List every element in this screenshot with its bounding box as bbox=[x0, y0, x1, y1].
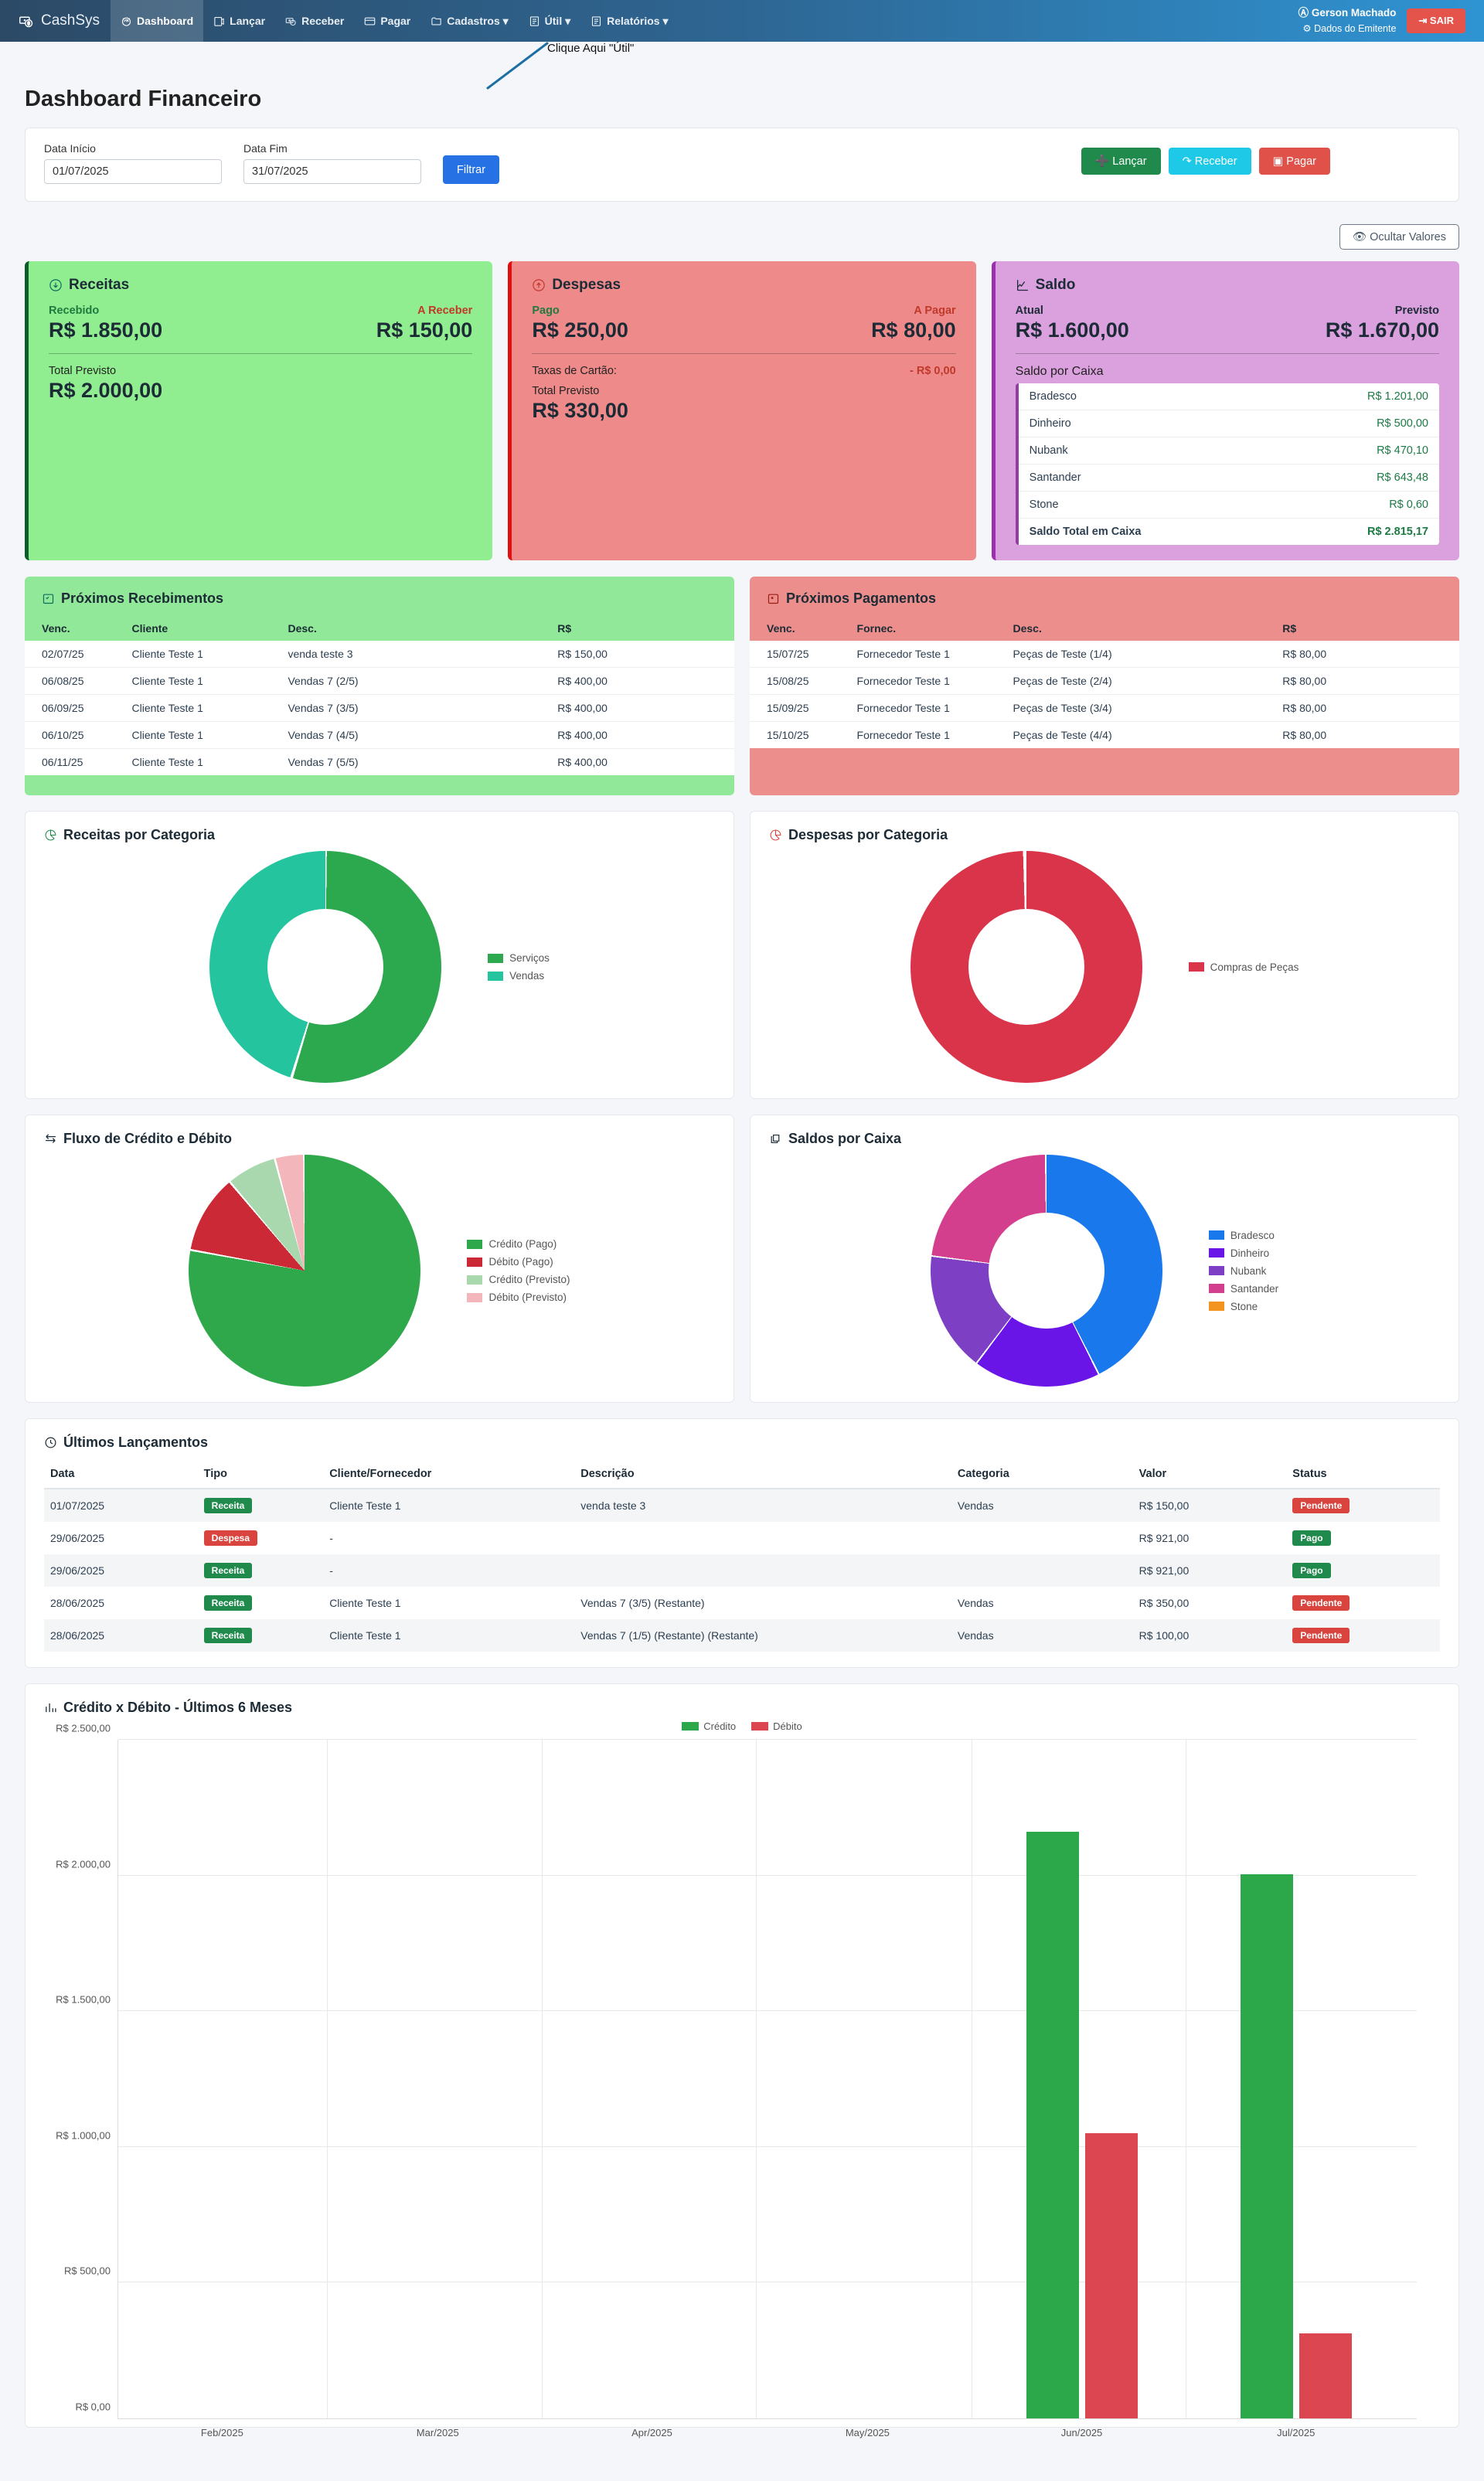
svg-text:$: $ bbox=[28, 22, 30, 26]
